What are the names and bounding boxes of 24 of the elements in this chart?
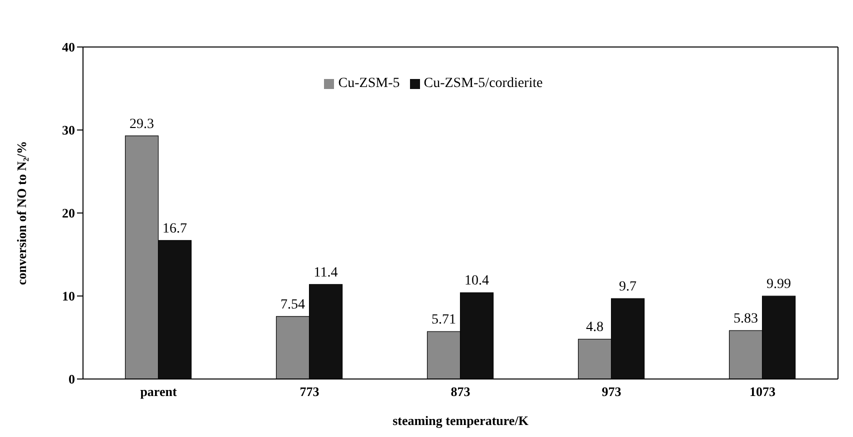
data-label: 11.4 — [314, 265, 338, 280]
x-tick-label: 873 — [450, 384, 471, 400]
x-axis-title: steaming temperature/K — [392, 413, 530, 428]
x-tick-label: parent — [140, 384, 178, 400]
data-label: 10.4 — [464, 274, 490, 289]
data-label: 4.8 — [586, 320, 604, 336]
data-label: 16.7 — [162, 221, 188, 236]
data-label: 29.3 — [130, 116, 154, 132]
x-tick-label: 973 — [602, 384, 622, 400]
y-axis-title: conversion of NO to N₂/% — [14, 141, 29, 285]
y-tick-label: 0 — [68, 372, 75, 387]
data-label: 5.71 — [432, 312, 456, 328]
legend-label: Cu-ZSM-5/cordierite — [424, 76, 543, 91]
y-tick-label: 40 — [62, 40, 75, 55]
y-tick-label: 20 — [62, 206, 75, 221]
x-tick-label: 773 — [300, 384, 320, 400]
data-label: 9.7 — [619, 279, 637, 294]
data-label: 5.83 — [734, 312, 758, 327]
legend-label: Cu-ZSM-5 — [338, 76, 400, 91]
x-tick-label: 1073 — [750, 384, 776, 400]
data-label: 7.54 — [280, 297, 306, 312]
data-label: 9.99 — [766, 277, 792, 292]
y-tick-label: 10 — [62, 288, 75, 304]
y-tick-label: 30 — [62, 122, 75, 138]
